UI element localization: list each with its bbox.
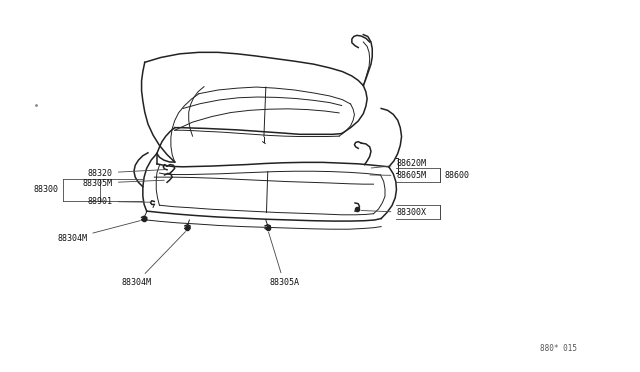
Text: 88305M: 88305M [83, 179, 164, 187]
Text: 88605M: 88605M [370, 171, 426, 180]
Text: 88304M: 88304M [121, 231, 186, 287]
Text: 88600: 88600 [444, 171, 469, 180]
Text: 88304M: 88304M [58, 221, 140, 243]
Text: 880* 015: 880* 015 [540, 344, 577, 353]
Text: 88305A: 88305A [269, 232, 299, 287]
Text: 88320: 88320 [88, 169, 166, 177]
Text: 88300X: 88300X [361, 208, 426, 217]
Text: 88300: 88300 [34, 185, 59, 194]
Text: 88620M: 88620M [371, 159, 426, 169]
Text: 88901: 88901 [88, 197, 150, 206]
